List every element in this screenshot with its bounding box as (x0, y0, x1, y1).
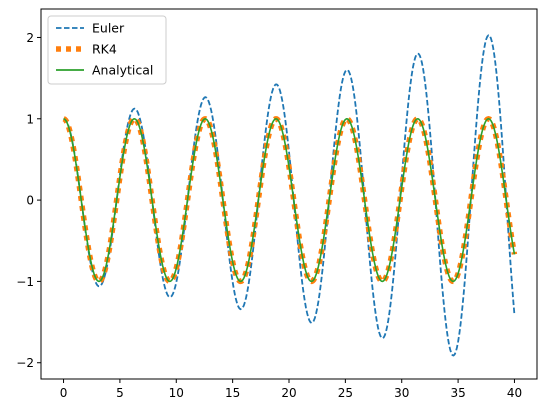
y-tick-label: −1 (16, 275, 34, 289)
x-axis: 0 5 10 15 20 25 30 35 40 (60, 379, 522, 400)
series-line-analytical (63, 117, 516, 283)
y-tick-label: 1 (26, 112, 34, 126)
y-axis: −2 −1 0 1 2 (16, 31, 41, 370)
legend-label-analytical: Analytical (92, 63, 153, 78)
legend-label-rk4: RK4 (92, 42, 117, 57)
legend-box (47, 15, 167, 85)
legend: Euler RK4 Analytical (47, 15, 167, 85)
legend-label-euler: Euler (92, 21, 125, 36)
x-tick-label: 35 (450, 386, 465, 400)
x-tick-label: 40 (507, 386, 522, 400)
y-tick-label: −2 (16, 356, 34, 370)
x-tick-label: 30 (394, 386, 409, 400)
y-tick-label: 0 (26, 194, 34, 208)
x-tick-label: 25 (338, 386, 353, 400)
x-tick-label: 15 (225, 386, 240, 400)
y-tick-label: 2 (26, 31, 34, 45)
x-tick-label: 20 (281, 386, 296, 400)
series-line-euler (63, 34, 516, 357)
x-tick-label: 0 (60, 386, 68, 400)
x-tick-label: 5 (116, 386, 124, 400)
x-tick-label: 10 (169, 386, 184, 400)
series-layer (61, 34, 518, 357)
